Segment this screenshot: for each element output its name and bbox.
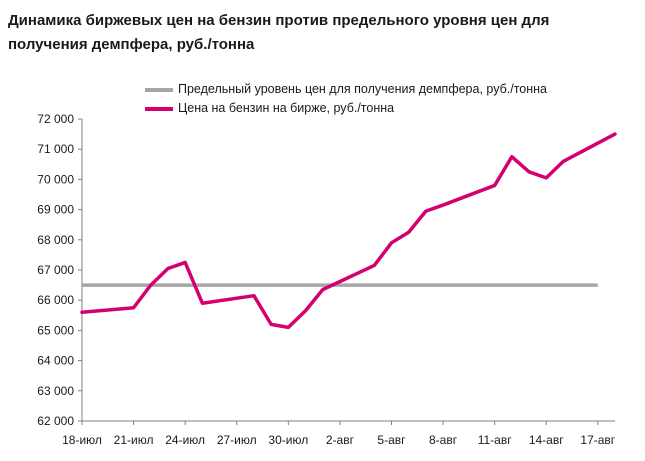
x-tick-label: 14-авг: [529, 433, 564, 447]
x-tick-label: 24-июл: [165, 433, 205, 447]
legend-label-exchange-price: Цена на бензин на бирже, руб./тонна: [178, 101, 395, 115]
y-tick-label: 62 000: [37, 414, 74, 428]
y-tick-label: 71 000: [37, 142, 74, 156]
y-tick-label: 70 000: [37, 172, 74, 186]
y-tick-label: 65 000: [37, 323, 74, 337]
x-tick-label: 18-июл: [62, 433, 102, 447]
y-tick-label: 69 000: [37, 203, 74, 217]
y-tick-label: 68 000: [37, 233, 74, 247]
x-tick-label: 2-авг: [326, 433, 355, 447]
y-tick-label: 63 000: [37, 384, 74, 398]
y-tick-label: 72 000: [37, 112, 74, 126]
legend-swatch-exchange-price: [145, 107, 173, 111]
x-tick-label: 21-июл: [114, 433, 154, 447]
legend-label-threshold: Предельный уровень цен для получения дем…: [178, 82, 548, 96]
series-line-exchange-price: [80, 132, 617, 330]
x-tick-label: 27-июл: [217, 433, 257, 447]
x-tick-label: 8-авг: [429, 433, 458, 447]
x-tick-label: 17-авг: [580, 433, 615, 447]
x-tick-label: 5-авг: [377, 433, 406, 447]
legend-swatch-threshold: [145, 88, 173, 92]
chart-title: Динамика биржевых цен на бензин против п…: [8, 12, 550, 53]
y-tick-label: 67 000: [37, 263, 74, 277]
x-tick-label: 11-авг: [478, 433, 513, 447]
y-tick-label: 64 000: [37, 354, 74, 368]
x-tick-label: 30-июл: [268, 433, 308, 447]
y-tick-label: 66 000: [37, 293, 74, 307]
